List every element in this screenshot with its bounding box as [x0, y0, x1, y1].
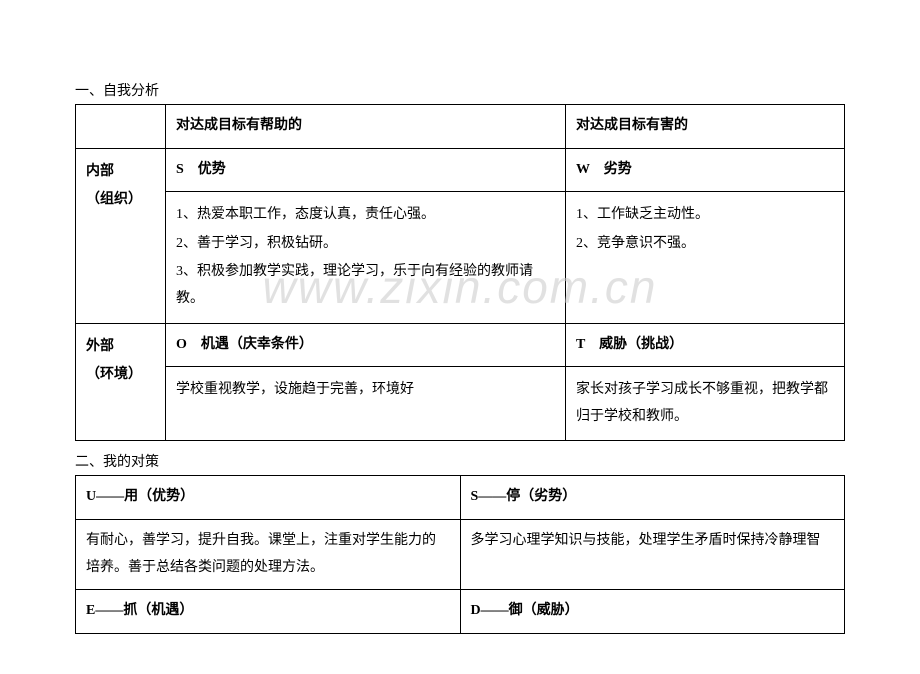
- t-body: 家长对孩子学习成长不够重视，把教学都归于学校和教师。: [566, 367, 845, 441]
- e-title: E——抓（机遇）: [76, 590, 461, 634]
- u-title: U——用（优势）: [76, 476, 461, 520]
- table-row: E——抓（机遇） D——御（威胁）: [76, 590, 845, 634]
- table-row: 有耐心，善学习，提升自我。课堂上，注重对学生能力的培养。善于总结各类问题的处理方…: [76, 519, 845, 589]
- d-title: D——御（威胁）: [460, 590, 845, 634]
- body-line: 家长对孩子学习成长不够重视，把教学都归于学校和教师。: [576, 377, 834, 430]
- table-row: 内部 （组织） S 优势 W 劣势: [76, 148, 845, 192]
- row-label-external: 外部 （环境）: [76, 323, 166, 441]
- row-label-internal: 内部 （组织）: [76, 148, 166, 323]
- body-line: 1、工作缺乏主动性。: [576, 202, 834, 229]
- section1-title: 一、自我分析: [75, 80, 845, 100]
- o-title: O 机遇（庆幸条件）: [166, 323, 566, 367]
- table-row: 外部 （环境） O 机遇（庆幸条件） T 威胁（挑战）: [76, 323, 845, 367]
- body-line: 学校重视教学，设施趋于完善，环境好: [176, 377, 555, 404]
- table-row: 1、热爱本职工作，态度认真，责任心强。 2、善于学习，积极钻研。 3、积极参加教…: [76, 192, 845, 323]
- header-helpful: 对达成目标有帮助的: [166, 105, 566, 149]
- table-row: U——用（优势） S——停（劣势）: [76, 476, 845, 520]
- body-line: 2、善于学习，积极钻研。: [176, 231, 555, 258]
- u-body: 有耐心，善学习，提升自我。课堂上，注重对学生能力的培养。善于总结各类问题的处理方…: [76, 519, 461, 589]
- label-line: （组织）: [86, 187, 155, 214]
- label-line: 内部: [86, 159, 155, 186]
- header-harmful: 对达成目标有害的: [566, 105, 845, 149]
- strategy-table: U——用（优势） S——停（劣势） 有耐心，善学习，提升自我。课堂上，注重对学生…: [75, 475, 845, 633]
- w-title: W 劣势: [566, 148, 845, 192]
- section2-title: 二、我的对策: [75, 451, 845, 471]
- swot-table: 对达成目标有帮助的 对达成目标有害的 内部 （组织） S 优势 W 劣势 1、热…: [75, 104, 845, 441]
- t-title: T 威胁（挑战）: [566, 323, 845, 367]
- blank-cell: [76, 105, 166, 149]
- body-line: 2、竞争意识不强。: [576, 231, 834, 258]
- body-line: 1、热爱本职工作，态度认真，责任心强。: [176, 202, 555, 229]
- s-body: 1、热爱本职工作，态度认真，责任心强。 2、善于学习，积极钻研。 3、积极参加教…: [166, 192, 566, 323]
- table-row: 学校重视教学，设施趋于完善，环境好 家长对孩子学习成长不够重视，把教学都归于学校…: [76, 367, 845, 441]
- o-body: 学校重视教学，设施趋于完善，环境好: [166, 367, 566, 441]
- label-line: （环境）: [86, 362, 155, 389]
- table-row: 对达成目标有帮助的 对达成目标有害的: [76, 105, 845, 149]
- w-body: 1、工作缺乏主动性。 2、竞争意识不强。: [566, 192, 845, 323]
- s-stop-title: S——停（劣势）: [460, 476, 845, 520]
- body-line: 3、积极参加教学实践，理论学习，乐于向有经验的教师请教。: [176, 259, 555, 312]
- label-line: 外部: [86, 334, 155, 361]
- s-title: S 优势: [166, 148, 566, 192]
- s-stop-body: 多学习心理学知识与技能，处理学生矛盾时保持冷静理智: [460, 519, 845, 589]
